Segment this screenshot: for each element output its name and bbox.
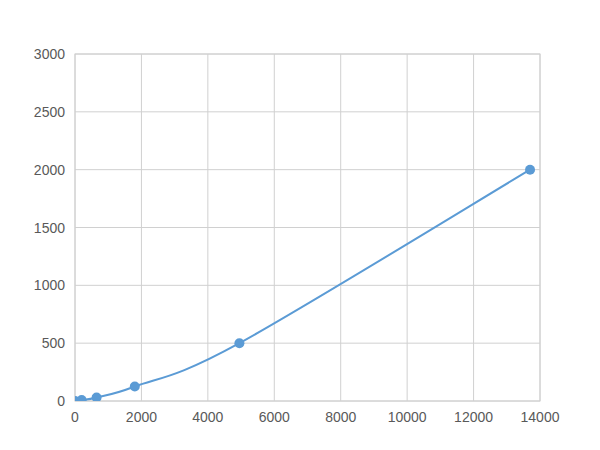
x-tick-label: 14000 [521,409,560,425]
y-grid-line [75,343,540,344]
x-tick-label: 4000 [192,409,223,425]
data-point [130,382,140,392]
chart-container: 0 500 1000 1500 2000 2500 3000 0 2000 4000 6000 800… [0,0,600,450]
x-grid-line [407,54,408,401]
chart-svg: 0 500 1000 1500 2000 2500 3000 0 2000 4000 6000 800… [0,0,600,450]
y-grid-line [75,285,540,286]
y-tick-label: 2000 [34,162,65,178]
y-tick-label: 1000 [34,277,65,293]
x-grid-line [340,54,341,401]
data-point [525,165,535,175]
x-tick-label: 6000 [259,409,290,425]
y-tick-label: 0 [57,393,65,409]
y-tick-label: 1500 [34,220,65,236]
y-grid-line [75,111,540,112]
data-line [75,170,530,401]
x-tick-label: 12000 [454,409,493,425]
x-grid-line [207,54,208,401]
y-tick-label: 2500 [34,104,65,120]
x-tick-label: 10000 [388,409,427,425]
y-tick-label: 500 [42,335,66,351]
x-grid-line [473,54,474,401]
data-point [77,395,87,401]
plot-frame [75,54,540,401]
data-point [92,392,102,401]
x-tick-label: 8000 [325,409,356,425]
x-grid-line [141,54,142,401]
x-tick-label: 0 [71,409,79,425]
x-tick-label: 2000 [126,409,157,425]
y-tick-label: 3000 [34,46,65,62]
y-grid-line [75,227,540,228]
data-point [234,338,244,348]
x-grid-line [274,54,275,401]
y-grid-line [75,169,540,170]
data-group [75,165,535,401]
